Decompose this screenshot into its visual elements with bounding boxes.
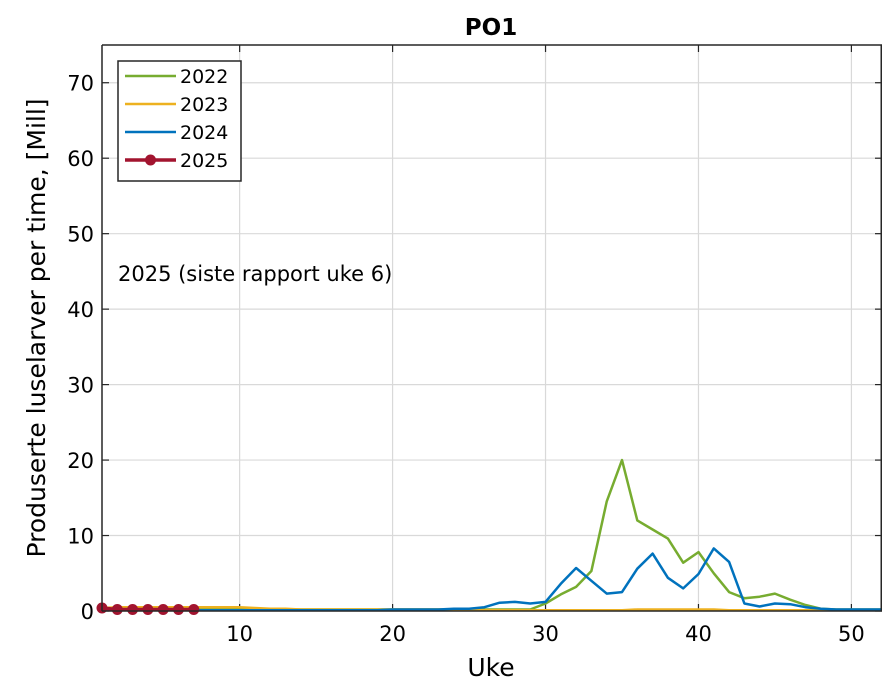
y-tick-label: 30: [67, 374, 94, 398]
y-tick-label: 40: [67, 298, 94, 322]
data-point-2025: [142, 604, 153, 615]
legend-label-2025: 2025: [180, 150, 228, 172]
y-tick-label: 70: [67, 72, 94, 96]
y-axis-label: Produserte luselarver per time, [Mill]: [22, 98, 51, 557]
data-point-2025: [127, 604, 138, 615]
data-point-2025: [112, 604, 123, 615]
data-point-2025: [188, 604, 199, 615]
x-tick-label: 40: [685, 622, 712, 646]
x-tick-label: 50: [838, 622, 865, 646]
data-point-2025: [158, 604, 169, 615]
y-tick-label: 60: [67, 147, 94, 171]
x-axis-label: Uke: [467, 653, 514, 682]
y-tick-label: 0: [81, 600, 94, 624]
legend: 2022 2023 2024 2025: [118, 61, 241, 181]
legend-label-2023: 2023: [180, 94, 228, 116]
data-point-2025: [173, 604, 184, 615]
x-tick-label: 30: [532, 622, 559, 646]
y-tick-label: 50: [67, 223, 94, 247]
y-tick-label: 20: [67, 449, 94, 473]
y-tick-label: 10: [67, 525, 94, 549]
x-tick-label: 10: [226, 622, 253, 646]
legend-label-2024: 2024: [180, 122, 228, 144]
annotation-text: 2025 (siste rapport uke 6): [118, 262, 392, 286]
legend-marker-2025: [145, 155, 156, 166]
x-tick-label: 20: [379, 622, 406, 646]
chart-title: PO1: [465, 15, 517, 41]
legend-label-2022: 2022: [180, 66, 228, 88]
